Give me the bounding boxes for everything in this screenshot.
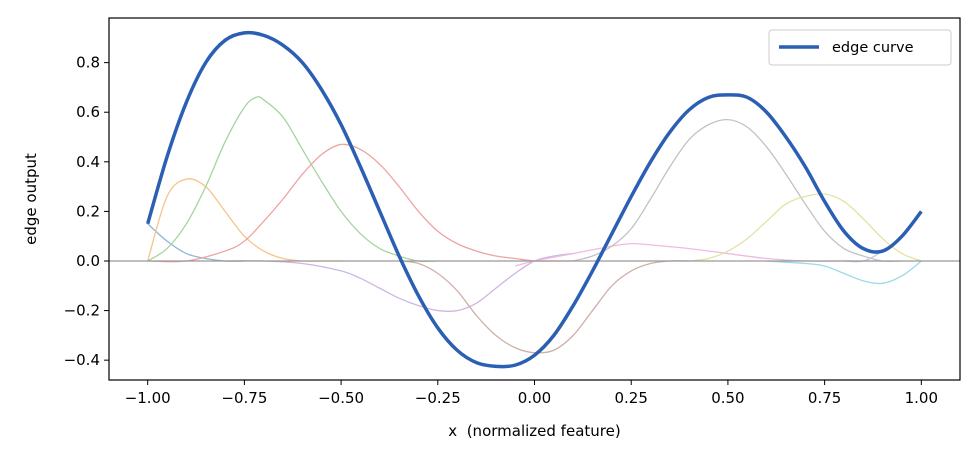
y-tick-label: −0.2 xyxy=(64,302,100,320)
y-tick-label: 0.4 xyxy=(76,153,100,171)
y-axis-ticks: −0.4 −0.2 0.0 0.2 0.4 0.6 0.8 xyxy=(64,54,109,369)
y-tick-label: 0.2 xyxy=(76,202,100,220)
x-tick-label: 0.50 xyxy=(711,389,744,407)
y-tick-label: 0.0 xyxy=(76,252,100,270)
component-curve-8 xyxy=(573,118,902,263)
y-axis-label: edge output xyxy=(22,153,40,245)
legend-label-edge-curve: edge curve xyxy=(832,40,914,56)
x-tick-label: −0.75 xyxy=(221,389,267,407)
x-tick-label: 1.00 xyxy=(905,389,938,407)
x-tick-label: −0.50 xyxy=(318,389,364,407)
x-tick-label: 0.00 xyxy=(518,389,551,407)
legend-box xyxy=(768,29,952,66)
component-curve-10 xyxy=(766,260,922,285)
x-tick-label: 0.75 xyxy=(808,389,841,407)
component-curve-4 xyxy=(147,143,574,263)
y-tick-label: 0.6 xyxy=(76,103,100,121)
x-axis-label: x (normalized feature) xyxy=(448,422,620,440)
y-tick-label: 0.8 xyxy=(76,54,100,72)
legend: edge curve xyxy=(768,29,952,66)
x-tick-label: −1.00 xyxy=(125,389,171,407)
component-curve-6 xyxy=(399,260,690,354)
y-tick-label: −0.4 xyxy=(64,351,100,369)
x-axis-ticks: −1.00 −0.75 −0.50 −0.25 0.00 0.25 0.50 0.75 1.00 xyxy=(125,380,938,407)
component-curve-3 xyxy=(147,96,438,263)
x-tick-label: −0.25 xyxy=(415,389,461,407)
component-curve-9 xyxy=(689,193,922,262)
component-curve-5 xyxy=(225,252,574,313)
x-tick-label: 0.25 xyxy=(615,389,648,407)
edge-curve-line xyxy=(145,30,923,369)
